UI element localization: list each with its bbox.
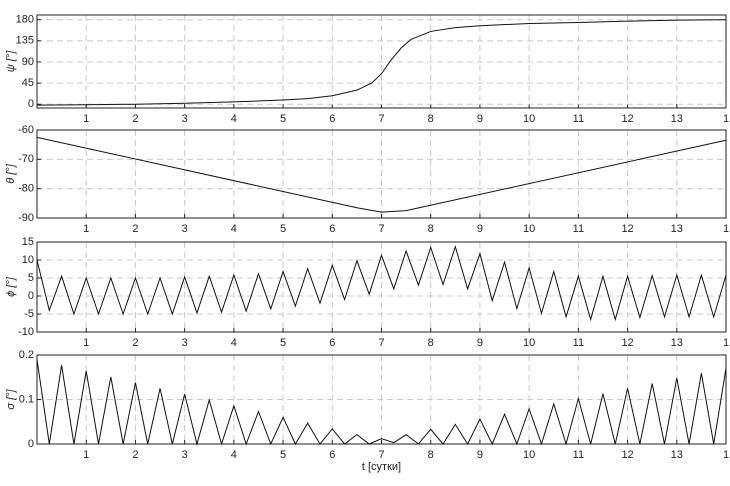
x-tick-label: 1 [83,449,89,461]
x-tick-label: 1 [83,113,89,125]
x-tick-label: 10 [523,113,535,125]
x-tick-label: 11 [573,223,584,235]
x-tick-label: 3 [182,113,188,125]
x-tick-label: 1 [83,337,89,349]
x-tick-label: 6 [329,113,335,125]
x-tick-label: 5 [280,113,286,125]
y-tick-label: 5 [28,272,34,284]
plot-frame [36,129,727,219]
y-tick-label: -5 [24,308,34,320]
y-tick-label: -80 [18,183,34,195]
x-tick-label: 9 [477,337,483,349]
y-tick-label: 15 [22,236,34,248]
x-tick-label: 3 [182,449,188,461]
x-tick-label: 6 [329,223,335,235]
y-tick-label: -10 [18,326,34,338]
data-line [36,359,727,446]
y-tick-label: 135 [16,35,34,47]
x-tick-label: 2 [132,337,138,349]
x-tick-label: 8 [428,337,434,349]
x-tick-label: 3 [182,337,188,349]
x-tick-label: 4 [231,223,237,235]
x-tick-label: 1 [723,337,729,349]
y-tick-label: -90 [18,212,34,224]
y-axis-label: ϕ [°] [5,276,17,297]
x-tick-label: 1 [723,223,729,235]
x-tick-label: 9 [477,113,483,125]
x-tick-label: 1 [723,449,729,461]
x-tick-label: 7 [378,337,384,349]
y-tick-label: -60 [18,124,34,136]
x-tick-label: 2 [132,113,138,125]
x-tick-label: 5 [280,337,286,349]
x-tick-label: 5 [280,223,286,235]
x-tick-label: 6 [329,449,335,461]
x-tick-label: 1 [83,223,89,235]
plot-frame [36,14,727,109]
x-tick-label: 13 [671,337,683,349]
x-tick-label: 9 [477,223,483,235]
y-tick-label: 0.2 [19,349,34,361]
x-tick-label: 8 [428,223,434,235]
x-tick-label: 4 [231,449,237,461]
data-line [36,136,727,213]
x-tick-label: 13 [671,223,683,235]
data-line [36,19,727,106]
x-tick-label: 2 [132,449,138,461]
x-tick-label: 10 [523,449,535,461]
x-tick-label: 6 [329,337,335,349]
x-tick-label: 7 [378,113,384,125]
x-tick-label: 2 [132,223,138,235]
y-axis-label: θ [°] [5,163,17,183]
x-tick-label: 5 [280,449,286,461]
y-tick-label: 0 [28,438,34,450]
y-tick-label: 0 [28,98,34,110]
x-tick-label: 3 [182,223,188,235]
y-tick-label: 0.1 [19,393,34,405]
x-tick-label: 10 [523,223,535,235]
y-tick-label: 45 [22,77,34,89]
x-tick-label: 7 [378,449,384,461]
x-tick-label: 1 [723,113,729,125]
x-axis-label: t [сутки] [362,461,401,473]
x-tick-label: 8 [428,113,434,125]
x-tick-label: 7 [378,223,384,235]
plot-frame [36,354,727,445]
x-tick-label: 11 [573,113,584,125]
x-tick-label: 12 [621,113,633,125]
data-line [36,244,727,322]
x-tick-label: 10 [523,337,535,349]
y-axis-label: ψ [°] [5,50,17,73]
x-tick-label: 11 [573,449,584,461]
y-tick-label: 0 [28,290,34,302]
x-tick-label: 4 [231,337,237,349]
x-tick-label: 13 [671,113,683,125]
y-tick-label: 90 [22,56,34,68]
y-tick-label: 180 [16,14,34,26]
y-axis-label: σ [°] [5,388,17,409]
x-tick-label: 12 [621,449,633,461]
x-tick-label: 4 [231,113,237,125]
plot-frame [36,241,727,333]
x-tick-label: 12 [621,337,633,349]
y-tick-label: 10 [22,254,34,266]
x-tick-label: 12 [621,223,633,235]
x-tick-label: 9 [477,449,483,461]
x-tick-label: 13 [671,449,683,461]
x-tick-label: 11 [573,337,584,349]
y-tick-label: -70 [18,153,34,165]
x-tick-label: 8 [428,449,434,461]
